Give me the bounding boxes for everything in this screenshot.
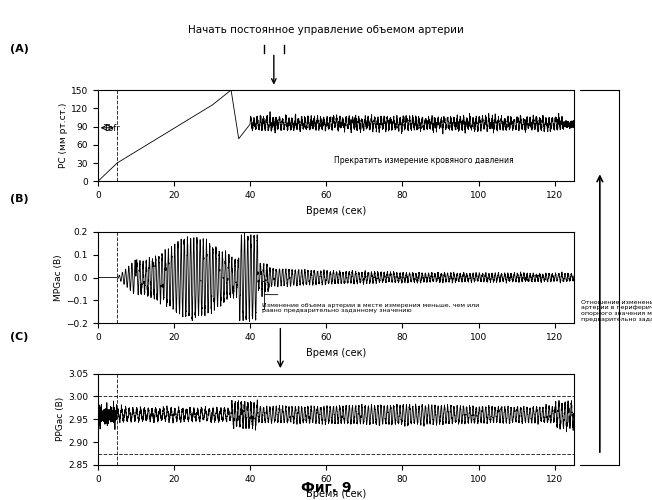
Text: (B): (B) — [10, 194, 29, 204]
X-axis label: Время (сек): Время (сек) — [306, 206, 366, 216]
Text: Изменение объема артерии в месте измерения меньше, чем или
равно предварительно : Изменение объема артерии в месте измерен… — [261, 302, 479, 314]
Y-axis label: MPGac (В): MPGac (В) — [54, 254, 63, 301]
X-axis label: Время (сек): Время (сек) — [306, 490, 366, 500]
Text: (C): (C) — [10, 332, 28, 342]
Text: (A): (A) — [10, 44, 29, 54]
Y-axis label: PPGac (В): PPGac (В) — [56, 397, 65, 442]
Y-axis label: РС (мм рт.ст.): РС (мм рт.ст.) — [59, 103, 68, 168]
Text: Начать постоянное управление объемом артерии: Начать постоянное управление объемом арт… — [188, 25, 464, 35]
Text: Отношение изменения объема
артерии в периферическом месте и
опорного значения ме: Отношение изменения объема артерии в пер… — [582, 300, 652, 322]
Text: Tbfr: Tbfr — [104, 124, 121, 134]
Text: Фиг. 9: Фиг. 9 — [301, 481, 351, 495]
Text: Прекратить измерение кровяного давления: Прекратить измерение кровяного давления — [334, 156, 514, 165]
X-axis label: Время (сек): Время (сек) — [306, 348, 366, 358]
